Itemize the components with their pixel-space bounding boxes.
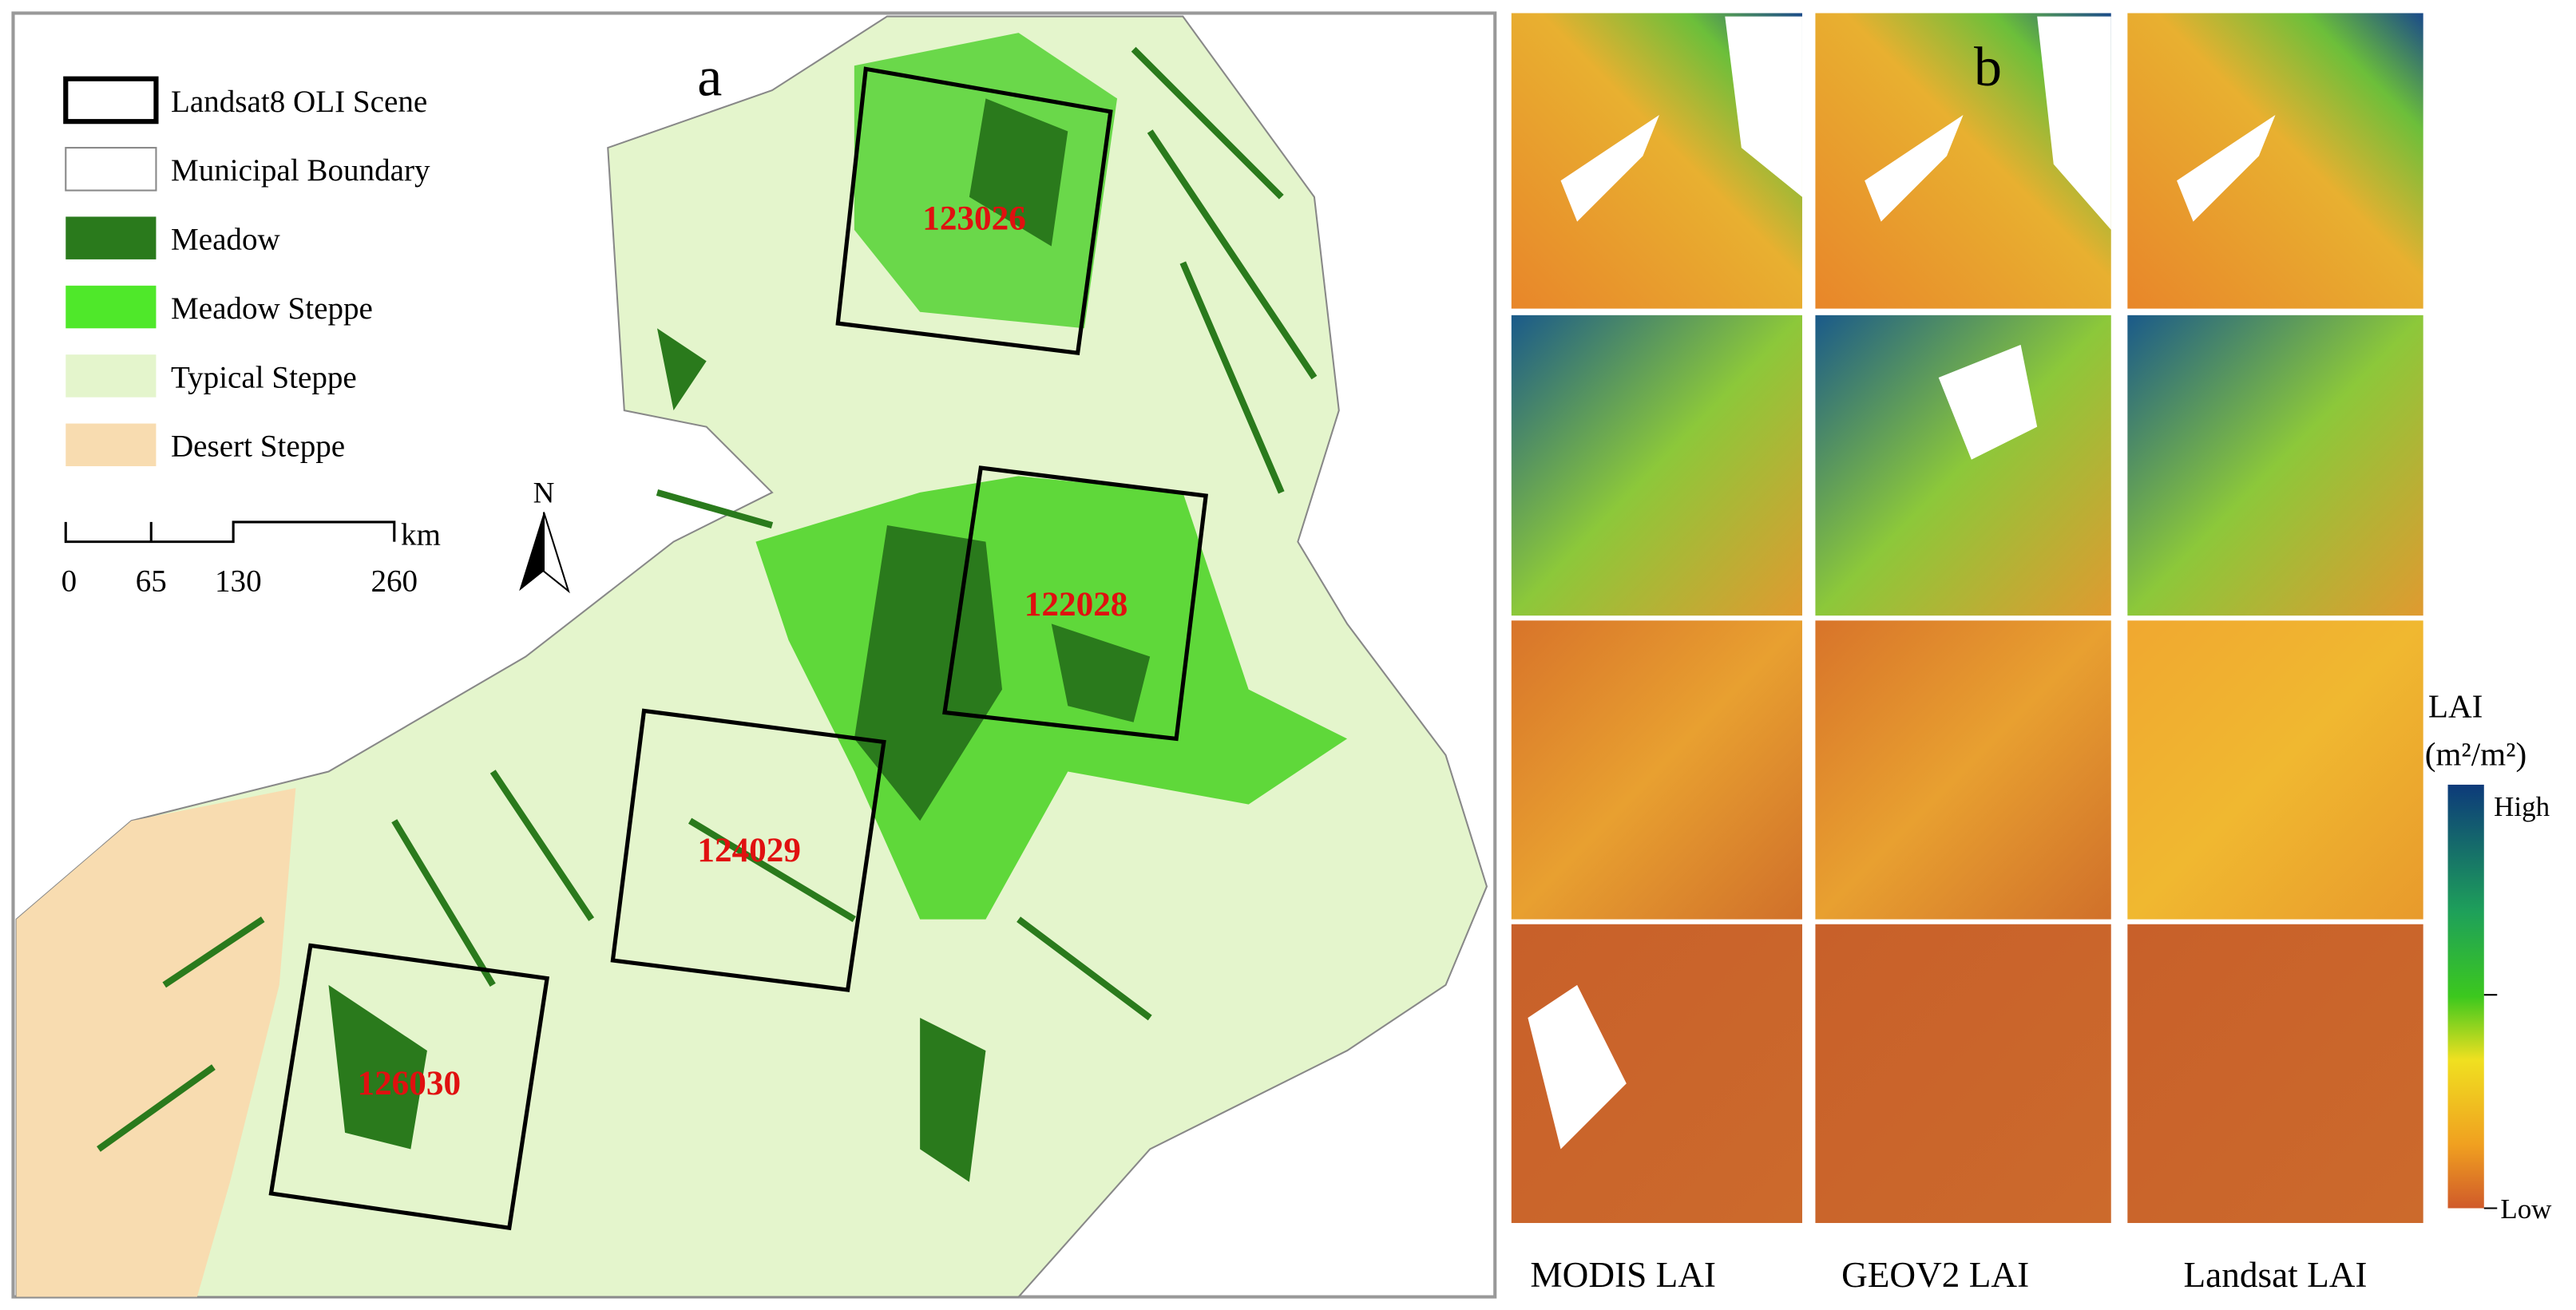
scale-label: 65 — [136, 564, 167, 598]
legend-swatch — [63, 76, 159, 125]
scene-id: 123026 — [922, 200, 1026, 238]
meadow-area — [328, 98, 1151, 1182]
north-arrow — [542, 512, 570, 594]
lai-tile — [2127, 315, 2423, 616]
scene-box — [835, 66, 1113, 355]
lai-tile — [2127, 924, 2423, 1224]
legend-label: Municipal Boundary — [171, 153, 430, 188]
colorbar-high: High — [2494, 791, 2550, 822]
desert-steppe-area — [16, 788, 296, 1297]
north-label: N — [533, 477, 555, 509]
column-label: Landsat LAI — [2183, 1255, 2367, 1295]
legend-label: Desert Steppe — [171, 429, 345, 464]
panel-label: a — [697, 46, 722, 108]
legend-swatch — [65, 354, 157, 398]
scale-labels: 0 65 130 260 — [61, 564, 418, 598]
legend-swatch — [65, 216, 157, 259]
land — [15, 15, 1488, 1298]
scene-boxes — [268, 66, 1208, 1231]
legend: Landsat8 OLI Scene Municipal Boundary Me… — [63, 76, 430, 467]
legend-swatch — [65, 423, 157, 467]
colorbar-unit: (m²/m²) — [2425, 735, 2526, 773]
legend-label: Meadow Steppe — [171, 291, 373, 326]
column-label: MODIS LAI — [1530, 1255, 1716, 1295]
lai-tile — [1815, 315, 2111, 616]
scale-bar — [64, 520, 396, 544]
lai-tile — [1511, 315, 1802, 616]
scene-id: 122028 — [1024, 586, 1128, 623]
map — [15, 15, 1488, 1298]
lai-tile — [1511, 620, 1802, 920]
lai-tile — [2127, 620, 2423, 920]
scale-label: 0 — [61, 564, 77, 598]
legend-label: Meadow — [171, 223, 281, 257]
lai-tile — [1815, 924, 2111, 1224]
legend-label: Typical Steppe — [171, 360, 357, 394]
lai-tile — [2127, 13, 2423, 309]
legend-swatch — [65, 147, 157, 192]
panel-label: b — [1974, 37, 2002, 98]
meadow-streams — [97, 46, 1318, 1152]
scene-id: 124029 — [697, 832, 801, 869]
scale-label: 260 — [371, 564, 418, 598]
scene-box — [942, 465, 1208, 742]
scene-box — [610, 708, 886, 992]
lai-tiles — [1511, 13, 2423, 1224]
colorbar-title: LAI — [2428, 688, 2483, 725]
scale-unit: km — [401, 518, 441, 552]
colorbar-low: Low — [2500, 1193, 2552, 1225]
scene-id: 126030 — [357, 1065, 461, 1102]
scale-label: 130 — [215, 564, 262, 598]
lai-tile — [1815, 620, 2111, 920]
colorbar — [2447, 784, 2484, 1209]
scene-box — [268, 943, 550, 1231]
legend-label: Landsat8 OLI Scene — [171, 85, 427, 119]
column-label: GEOV2 LAI — [1841, 1255, 2029, 1295]
legend-swatch — [65, 285, 157, 329]
